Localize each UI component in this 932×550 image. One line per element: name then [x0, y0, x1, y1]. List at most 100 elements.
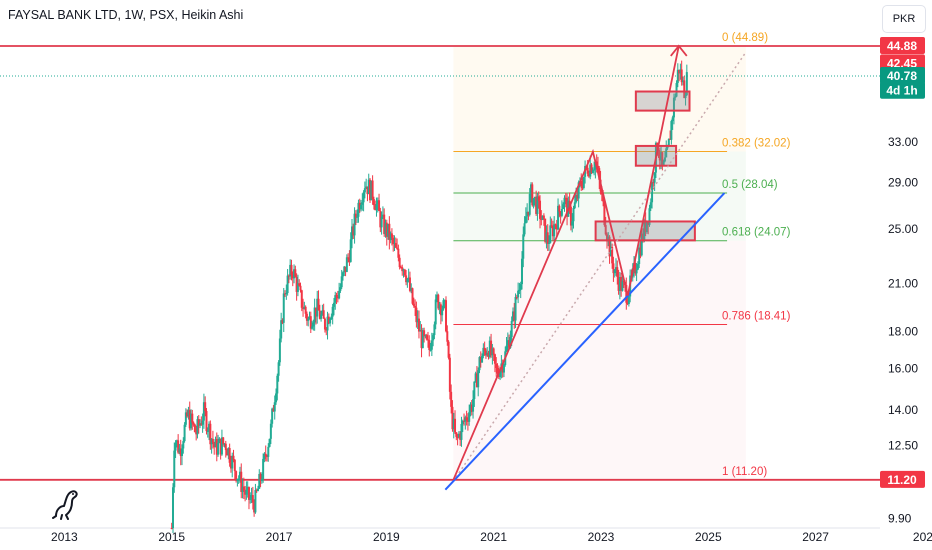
candle-body — [571, 221, 574, 226]
candle-body — [317, 298, 320, 311]
candle-body — [348, 257, 351, 262]
candle-body — [488, 340, 491, 357]
candle-body — [331, 306, 334, 317]
candle-body — [414, 305, 417, 308]
candle-body — [640, 233, 643, 256]
symbol-title: FAYSAL BANK LTD, 1W, PSX, Heikin Ashi — [8, 8, 244, 22]
candle-body — [558, 205, 561, 212]
candle-body — [683, 80, 686, 99]
candle-body — [338, 290, 341, 299]
candle-body — [481, 356, 484, 363]
candle-body — [479, 357, 482, 363]
candle-body — [651, 182, 654, 203]
candle-body — [434, 299, 437, 325]
currency-button[interactable]: PKR — [882, 5, 926, 33]
candle-body — [671, 117, 674, 122]
candle-body — [190, 413, 193, 429]
candle-body — [242, 486, 245, 491]
candle-body — [450, 391, 453, 407]
candle-body — [612, 263, 615, 274]
candle-body — [492, 348, 495, 355]
candle-body — [661, 152, 664, 166]
candle-body — [626, 302, 629, 304]
candle-body — [568, 200, 571, 207]
candle-body — [593, 169, 596, 171]
candle-body — [371, 180, 374, 200]
candle-body — [615, 267, 617, 271]
price-badge-label: 11.20 — [887, 473, 917, 487]
candle-body — [374, 205, 377, 211]
candle-body — [464, 417, 467, 422]
candle-body — [536, 196, 539, 214]
candle-body — [613, 270, 616, 274]
candle-body — [540, 218, 543, 220]
candle-body — [439, 304, 442, 316]
candle-body — [293, 269, 296, 279]
candle-body — [294, 269, 297, 277]
candle-body — [244, 490, 247, 495]
candle-body — [349, 239, 352, 262]
candle-body — [309, 316, 312, 329]
candle-body — [327, 316, 330, 324]
price-badge — [880, 81, 925, 99]
candle-body — [389, 233, 392, 241]
candle-body — [304, 306, 307, 314]
candle-body — [255, 490, 258, 492]
candle-body — [419, 330, 422, 332]
candle-body — [555, 225, 558, 230]
candle-body — [424, 335, 427, 337]
y-tick-label: 18.00 — [888, 325, 918, 339]
candle-body — [321, 310, 324, 315]
candle-body — [298, 283, 301, 286]
candle-body — [407, 277, 410, 279]
candle-body — [192, 422, 195, 425]
candle-body — [329, 319, 332, 324]
candle-body — [635, 269, 638, 274]
candle-body — [314, 307, 317, 317]
x-tick-label: 2023 — [588, 530, 615, 544]
candle-body — [396, 247, 399, 249]
candle-body — [557, 205, 560, 230]
candle-body — [275, 393, 278, 403]
candle-body — [466, 420, 469, 422]
y-tick-label: 33.00 — [888, 135, 918, 149]
candle-body — [676, 69, 679, 84]
candle-body — [233, 459, 236, 472]
candle-body — [296, 283, 299, 292]
candle-body — [667, 138, 670, 147]
candle-body — [250, 495, 253, 499]
candle-body — [299, 285, 302, 291]
candle-body — [227, 448, 230, 456]
candle-body — [461, 420, 464, 424]
candle-body — [285, 293, 288, 295]
candle-body — [238, 471, 241, 479]
candle-body — [369, 179, 372, 201]
candle-body — [376, 200, 379, 205]
supply-demand-zone — [594, 220, 696, 242]
candle-body — [609, 246, 612, 257]
candle-body — [335, 295, 338, 297]
pattern-path — [452, 45, 680, 481]
candle-body — [326, 316, 329, 331]
candle-body — [300, 290, 303, 308]
candle-body — [405, 275, 408, 283]
candle-body — [607, 236, 610, 242]
candle-body — [356, 216, 359, 218]
candle-body — [496, 368, 499, 374]
candle-body — [530, 184, 533, 194]
candle-body — [195, 432, 198, 435]
candle-body — [542, 215, 545, 219]
candle-body — [591, 170, 594, 173]
candle-body — [280, 320, 283, 339]
candle-body — [510, 321, 513, 337]
dinosaur-logo-icon[interactable] — [52, 486, 80, 520]
candle-body — [548, 242, 551, 244]
candle-body — [482, 347, 485, 357]
candle-body — [188, 410, 191, 429]
candle-body — [527, 211, 530, 215]
candle-body — [332, 302, 335, 307]
candle-body — [402, 269, 405, 272]
arrow-head-icon — [670, 44, 688, 57]
candle-body — [526, 211, 529, 217]
